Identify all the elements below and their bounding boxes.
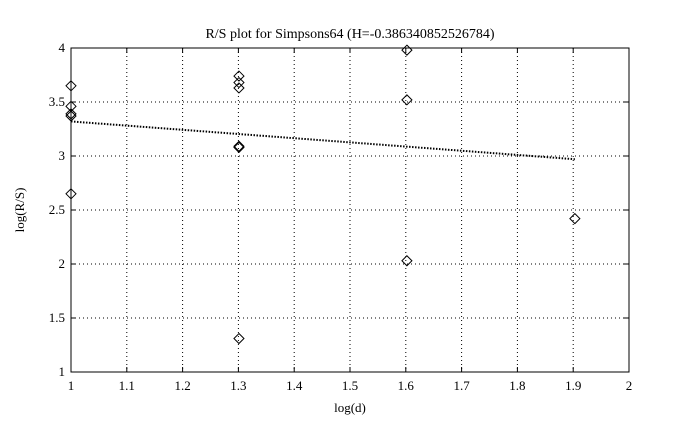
data-point-diamond bbox=[65, 108, 77, 120]
data-point-diamond bbox=[401, 94, 413, 106]
data-point-diamond bbox=[233, 76, 245, 89]
x-tick-label: 1.5 bbox=[342, 378, 358, 393]
x-axis-tick-labels: 1 1.1 1.2 1.3 1.4 1.5 1.6 1.7 1.8 1.9 2 bbox=[68, 378, 633, 393]
y-tick-label: 2 bbox=[59, 256, 66, 271]
data-point-diamond bbox=[569, 212, 581, 225]
data-point-diamond bbox=[65, 188, 77, 200]
chart-title: R/S plot for Simpsons64 (H=-0.3863408525… bbox=[205, 27, 494, 42]
y-axis-label: log(R/S) bbox=[12, 188, 27, 233]
x-tick-label: 1.7 bbox=[453, 378, 470, 393]
data-point-diamond bbox=[233, 140, 245, 152]
x-tick-label: 2 bbox=[626, 378, 633, 393]
x-tick-label: 1.9 bbox=[565, 378, 581, 393]
data-point-diamond bbox=[401, 255, 413, 267]
x-tick-label: 1.6 bbox=[398, 378, 415, 393]
data-point-diamond bbox=[233, 70, 245, 82]
data-point-diamond bbox=[65, 110, 77, 122]
y-tick-label: 3 bbox=[59, 148, 66, 163]
data-points bbox=[65, 44, 581, 345]
x-tick-label: 1.4 bbox=[286, 378, 303, 393]
tick-marks bbox=[70, 47, 630, 373]
y-tick-label: 1.5 bbox=[49, 310, 65, 325]
y-tick-label: 2.5 bbox=[49, 202, 65, 217]
data-point-diamond bbox=[233, 82, 245, 94]
data-point-diamond bbox=[233, 332, 245, 345]
regression-fit-line bbox=[70, 120, 575, 161]
fit-line-layer bbox=[70, 120, 575, 161]
y-tick-label: 4 bbox=[59, 40, 66, 55]
data-point-diamond bbox=[233, 141, 245, 154]
x-axis-label: log(d) bbox=[334, 400, 366, 415]
x-tick-label: 1.2 bbox=[174, 378, 190, 393]
data-point-diamond bbox=[65, 80, 77, 92]
x-tick-label: 1 bbox=[68, 378, 75, 393]
y-tick-label: 1 bbox=[59, 364, 66, 379]
x-tick-label: 1.3 bbox=[230, 378, 246, 393]
x-tick-label: 1.1 bbox=[119, 378, 135, 393]
y-tick-label: 3.5 bbox=[49, 94, 65, 109]
y-axis-tick-labels: 1 1.5 2 2.5 3 3.5 4 bbox=[49, 40, 66, 379]
x-tick-label: 1.8 bbox=[509, 378, 525, 393]
data-point-diamond bbox=[401, 44, 413, 56]
